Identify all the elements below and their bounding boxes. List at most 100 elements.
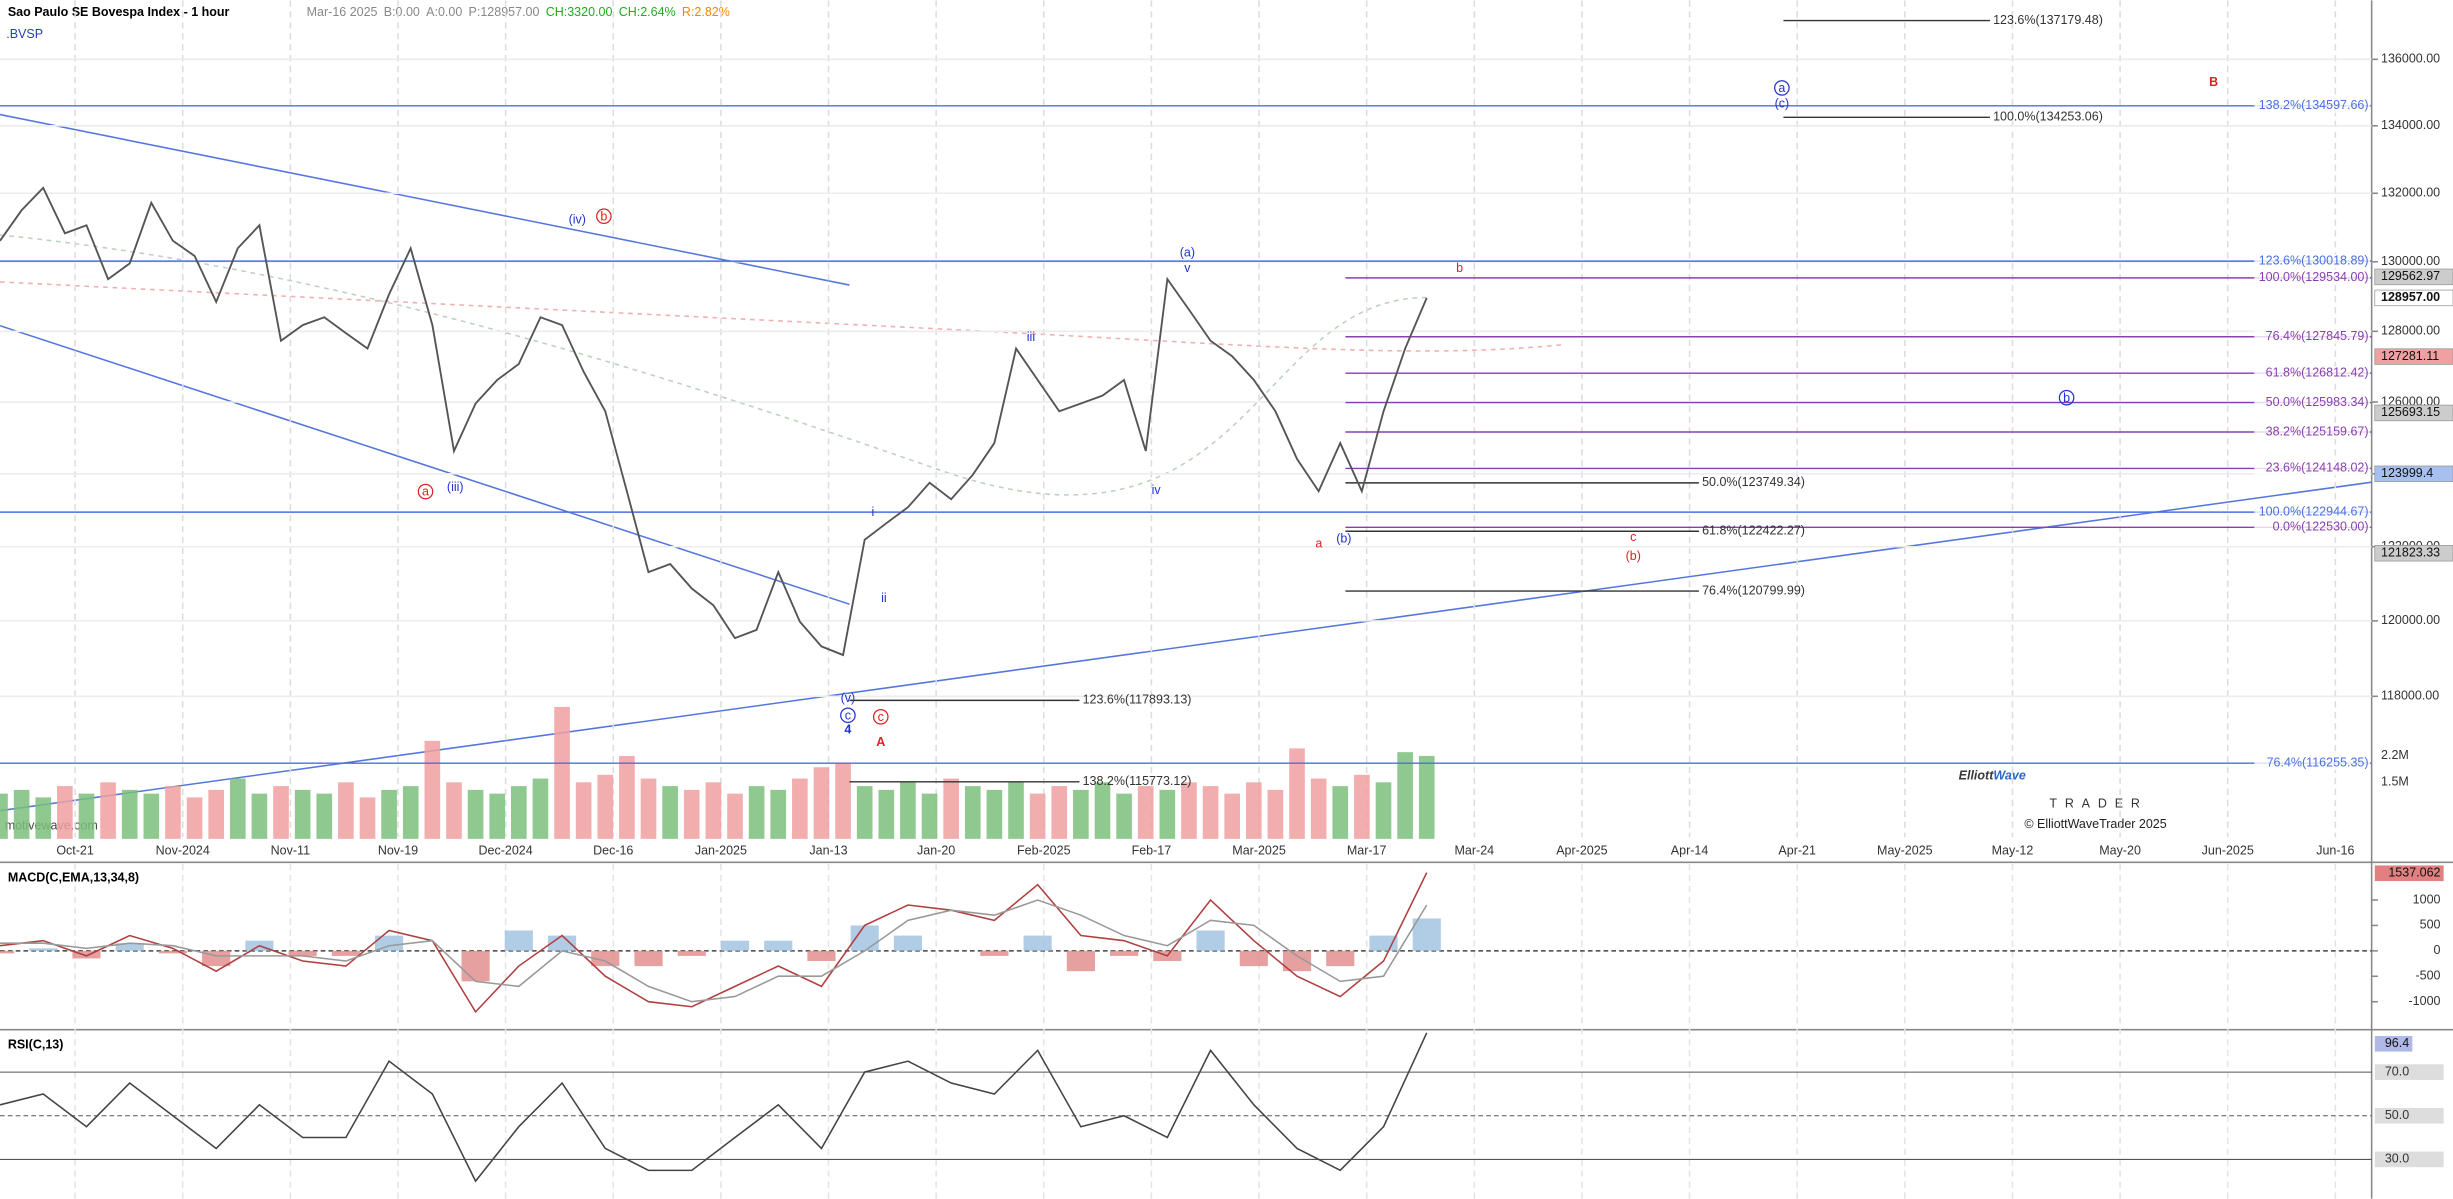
histogram-bar — [288, 950, 317, 956]
volume-bar — [986, 789, 1003, 839]
volume-bar — [813, 767, 830, 839]
volume-bar — [510, 786, 527, 839]
rsi-line — [0, 1032, 1428, 1183]
header-fields: Mar-16 2025 B:0.00 A:0.00 P:128957.00 CH:332… — [307, 5, 730, 19]
histogram-bar — [1326, 950, 1355, 967]
volume-bar — [619, 755, 635, 839]
label-bg — [2254, 395, 2371, 410]
histogram-bar — [29, 948, 58, 951]
fib-label: 23.6%(124148.02) — [2266, 461, 2369, 475]
volume-bar — [424, 740, 441, 839]
logo-word: Wave — [1993, 769, 2025, 783]
fib-label: 138.2%(134597.66) — [2259, 98, 2369, 112]
histogram-bar — [1282, 950, 1312, 972]
x-tick-label: Nov-2024 — [156, 844, 210, 858]
volume-bar — [1224, 793, 1241, 839]
fib-label: 50.0%(125983.34) — [2266, 395, 2369, 409]
volume-bar — [856, 786, 873, 839]
y-tick-label: 128000.00 — [2381, 324, 2440, 338]
volume-bar — [597, 774, 614, 839]
value-tag-label: 96.4 — [2385, 1036, 2409, 1050]
label-bg — [2254, 366, 2371, 381]
volume-bar — [208, 789, 224, 839]
histogram-bar — [764, 940, 793, 951]
histogram-bar — [547, 935, 577, 951]
price-tag — [2374, 545, 2453, 562]
volume-bar — [705, 782, 722, 839]
label-bg — [2254, 329, 2371, 344]
x-tick-label: Feb-17 — [1132, 844, 1172, 858]
wave-label: (b) — [1336, 532, 1351, 546]
y-tick-label: 118000.00 — [2381, 689, 2439, 703]
wave-label: (c) — [1775, 97, 1790, 111]
histogram-bar — [0, 950, 15, 954]
x-tick-label: Apr-2025 — [1556, 844, 1607, 858]
price-line — [0, 186, 1428, 657]
x-tick-label: May-12 — [1992, 844, 2034, 858]
x-tick-label: Jan-20 — [917, 844, 955, 858]
volume-bar — [770, 789, 787, 839]
moving-average — [0, 234, 1427, 496]
tick-bg — [2374, 1107, 2444, 1124]
fib-label: 76.4%(127845.79) — [2266, 329, 2369, 343]
label-bg — [2254, 520, 2371, 535]
fib-label: 61.8%(122422.27) — [1702, 524, 1805, 538]
volume-bar — [13, 789, 30, 839]
volume-bar — [251, 793, 268, 839]
histogram-bar — [375, 935, 404, 951]
histogram-bar — [634, 950, 663, 967]
volume-bar — [273, 786, 289, 839]
histogram-bar — [1110, 950, 1139, 956]
logo-sub: TRADER — [2049, 797, 2147, 811]
wave-circle — [1774, 80, 1790, 96]
volume-bar — [835, 763, 851, 839]
volume-bar — [1310, 778, 1327, 839]
volume-bar — [57, 786, 73, 839]
volume-bar — [921, 793, 938, 839]
trend-line — [0, 324, 850, 605]
price-tag-label: 123999.4 — [2381, 466, 2433, 480]
histogram-bar — [893, 935, 923, 951]
logo-word: Elliott — [1959, 769, 1995, 783]
histogram-bar — [1369, 935, 1398, 951]
wave-label: ii — [881, 591, 887, 605]
x-tick-label: Nov-11 — [271, 844, 310, 858]
x-tick-label: Mar-2025 — [1232, 844, 1286, 858]
histogram-bar — [720, 940, 750, 951]
wave-label: 4 — [844, 722, 851, 736]
x-tick-label: Jan-2025 — [695, 844, 747, 858]
price-tag — [2374, 289, 2453, 307]
volume-bar — [1051, 786, 1068, 839]
y-tick-label: 132000.00 — [2381, 186, 2440, 200]
y-tick-label: 130000.00 — [2381, 254, 2440, 268]
fib-label: 138.2%(115773.12) — [1083, 774, 1192, 788]
wave-label: a — [1315, 536, 1322, 550]
wave-label: (b) — [1626, 549, 1641, 563]
volume-bar — [1159, 789, 1176, 839]
volume-bar — [143, 793, 160, 839]
volume-bar — [1094, 782, 1111, 839]
volume-bar — [662, 786, 678, 839]
x-tick-label: Jun-2025 — [2202, 844, 2254, 858]
label-bg — [2254, 98, 2371, 113]
volume-tick-label: 1.5M — [2381, 775, 2409, 789]
wave-label: B — [2209, 75, 2218, 89]
fib-label: 100.0%(134253.06) — [1993, 110, 2103, 124]
volume-bar — [575, 782, 592, 839]
wave-label: (a) — [1180, 245, 1195, 259]
volume-bar — [1073, 789, 1089, 839]
wave-label: c — [845, 708, 851, 722]
trend-line — [0, 113, 850, 286]
fib-label: 61.8%(126812.42) — [2266, 365, 2369, 379]
price-tag — [2374, 348, 2453, 365]
chart-title: Sao Paulo SE Bovespa Index - 1 hour — [8, 5, 230, 19]
trend-line — [0, 481, 2372, 812]
volume-bar — [792, 778, 808, 839]
wave-label: b — [2063, 391, 2070, 405]
fib-label: 0.0%(122530.00) — [2273, 520, 2369, 534]
wave-circle — [872, 709, 889, 725]
histogram-bar — [504, 930, 533, 951]
wave-label: (v) — [841, 691, 856, 705]
